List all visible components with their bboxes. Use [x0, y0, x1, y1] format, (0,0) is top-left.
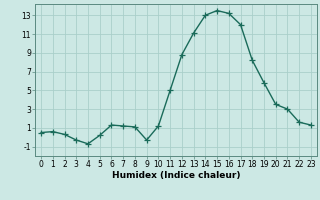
X-axis label: Humidex (Indice chaleur): Humidex (Indice chaleur) [112, 171, 240, 180]
